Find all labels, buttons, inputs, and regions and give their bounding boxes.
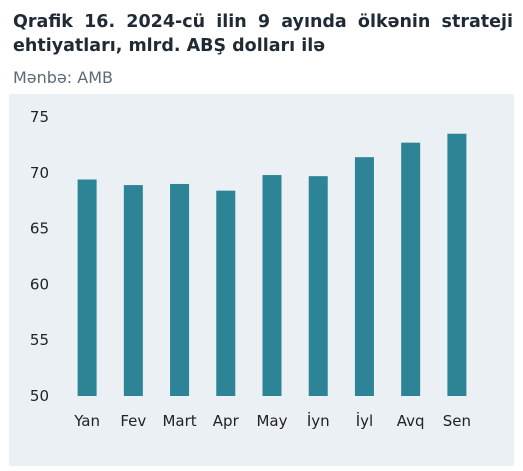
x-tick-label: Mart [162,412,196,430]
y-tick-label: 50 [30,387,49,405]
bar-2 [123,185,143,396]
x-tick-label: Fev [120,412,146,430]
bar-9 [447,133,467,397]
x-tick-label: Yan [73,412,100,430]
bar-7 [354,157,374,396]
x-tick-label: May [256,412,287,430]
y-tick-label: 70 [30,164,49,182]
bar-1 [77,179,97,396]
y-tick-label: 55 [30,331,49,349]
y-tick-label: 65 [30,220,49,238]
x-axis: Yan Fev Mart Apr May İyn İyl Avq Sen [73,411,471,430]
bar-8 [401,142,421,396]
x-tick-label: İyl [356,411,373,430]
x-tick-label: Sen [443,412,471,430]
chart-title: Qrafik 16. 2024-cü ilin 9 ayında ölkənin… [13,12,513,56]
y-tick-label: 60 [30,275,49,293]
x-tick-label: Apr [213,412,240,430]
bar-4 [216,190,236,396]
bar-series [77,133,467,397]
x-tick-label: İyn [307,411,330,430]
bar-3 [170,183,190,396]
bar-6 [308,176,328,396]
x-tick-label: Avq [397,412,425,430]
y-tick-label: 75 [30,108,49,126]
bar-5 [262,175,282,396]
chart-source: Mənbə: AMB [13,68,113,87]
y-axis: 75 70 65 60 55 50 [30,108,49,405]
